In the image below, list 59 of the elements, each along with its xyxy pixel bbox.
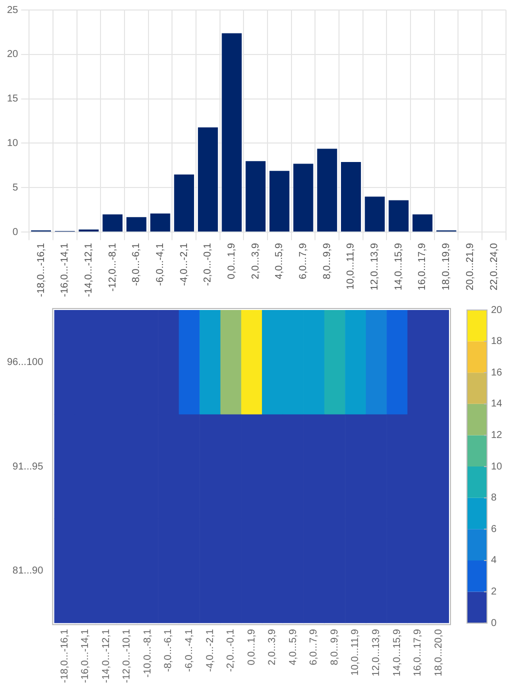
y-tick-label: 5: [12, 182, 19, 194]
x-tick-label: 10,0...11,9: [346, 242, 357, 290]
x-tick-label: 2,0...3,9: [267, 628, 278, 666]
y-tick-label: 20: [7, 49, 19, 60]
x-tick-label: 16,0...17,9: [412, 628, 424, 676]
x-tick-label: 12,0...13,9: [370, 242, 381, 290]
color-bar-label: 12: [491, 430, 503, 441]
x-tick-label: -10,0...-8,1: [142, 628, 154, 678]
x-tick-label: 18,0...19,9: [441, 242, 452, 290]
x-tick-label: 4,0...5,9: [274, 242, 286, 280]
x-tick-label: -14,0...-12,1: [100, 628, 112, 683]
x-tick-label: -2,0...-0,1: [202, 242, 214, 286]
x-tick-label: -12,0...-10,1: [122, 628, 133, 683]
x-tick-label: -2,0...-0,1: [226, 628, 237, 672]
x-tick-label: -8,0...-6,1: [163, 628, 174, 672]
color-bar-label: 14: [491, 398, 503, 410]
y-tick-label: 0: [12, 226, 19, 238]
x-tick-label: 22,0...24,0: [488, 242, 500, 290]
x-tick-label: -14,0...-12,1: [83, 242, 94, 297]
color-bar-label: 2: [491, 586, 497, 598]
y-tick-label: 25: [7, 4, 19, 16]
x-tick-label: 2,0...3,9: [250, 242, 262, 280]
x-tick-label: -4,0...-2,1: [178, 242, 190, 286]
x-tick-label: 8,0...9,9: [322, 242, 333, 280]
color-bar-label: 0: [491, 618, 497, 629]
color-bar-label: 18: [491, 336, 503, 348]
color-bar-label: 16: [491, 367, 503, 378]
x-tick-label: -16,0...-14,1: [60, 242, 71, 297]
x-tick-label: 16,0...17,9: [417, 242, 428, 290]
x-tick-label: 18,0...20,0: [433, 628, 444, 676]
color-bar-label: 6: [491, 524, 497, 535]
x-tick-label: -16,0...-14,1: [80, 628, 92, 683]
color-bar-label: 10: [491, 461, 503, 472]
x-tick-label: 20,0...21,9: [464, 242, 476, 290]
x-tick-label: -6,0...-4,1: [184, 628, 195, 672]
color-bar-label: 20: [491, 304, 503, 316]
y-tick-label: 15: [7, 94, 19, 105]
y-tick-label: 96...100: [6, 356, 44, 368]
x-tick-label: 14,0...15,9: [392, 628, 403, 676]
x-tick-label: -4,0...-2,1: [204, 628, 216, 672]
x-tick-label: -18,0...-16,1: [59, 628, 70, 683]
x-tick-label: 8,0...9,9: [329, 628, 340, 666]
color-bar-label: 8: [491, 492, 497, 504]
x-tick-label: -6,0...-4,1: [154, 242, 166, 286]
y-tick-label: 10: [7, 138, 19, 149]
color-bar-label: 4: [491, 555, 497, 566]
x-tick-label: -12,0...-8,1: [107, 242, 118, 292]
x-tick-label: 6,0...7,9: [308, 628, 320, 666]
y-tick-label: 81...90: [12, 566, 44, 577]
x-tick-label: 12,0...13,9: [371, 628, 382, 676]
x-tick-label: 10,0...11,9: [350, 628, 362, 676]
x-tick-label: 6,0...7,9: [298, 242, 310, 280]
y-tick-label: 91...95: [12, 461, 44, 472]
x-tick-label: 0,0...1,9: [226, 242, 238, 280]
x-tick-label: -8,0...-6,1: [131, 242, 142, 286]
x-tick-label: 4,0...5,9: [288, 628, 299, 666]
x-tick-label: -18,0...-16,1: [36, 242, 47, 297]
x-tick-label: 0,0...1,9: [246, 628, 258, 666]
x-tick-label: 14,0...15,9: [393, 242, 404, 290]
